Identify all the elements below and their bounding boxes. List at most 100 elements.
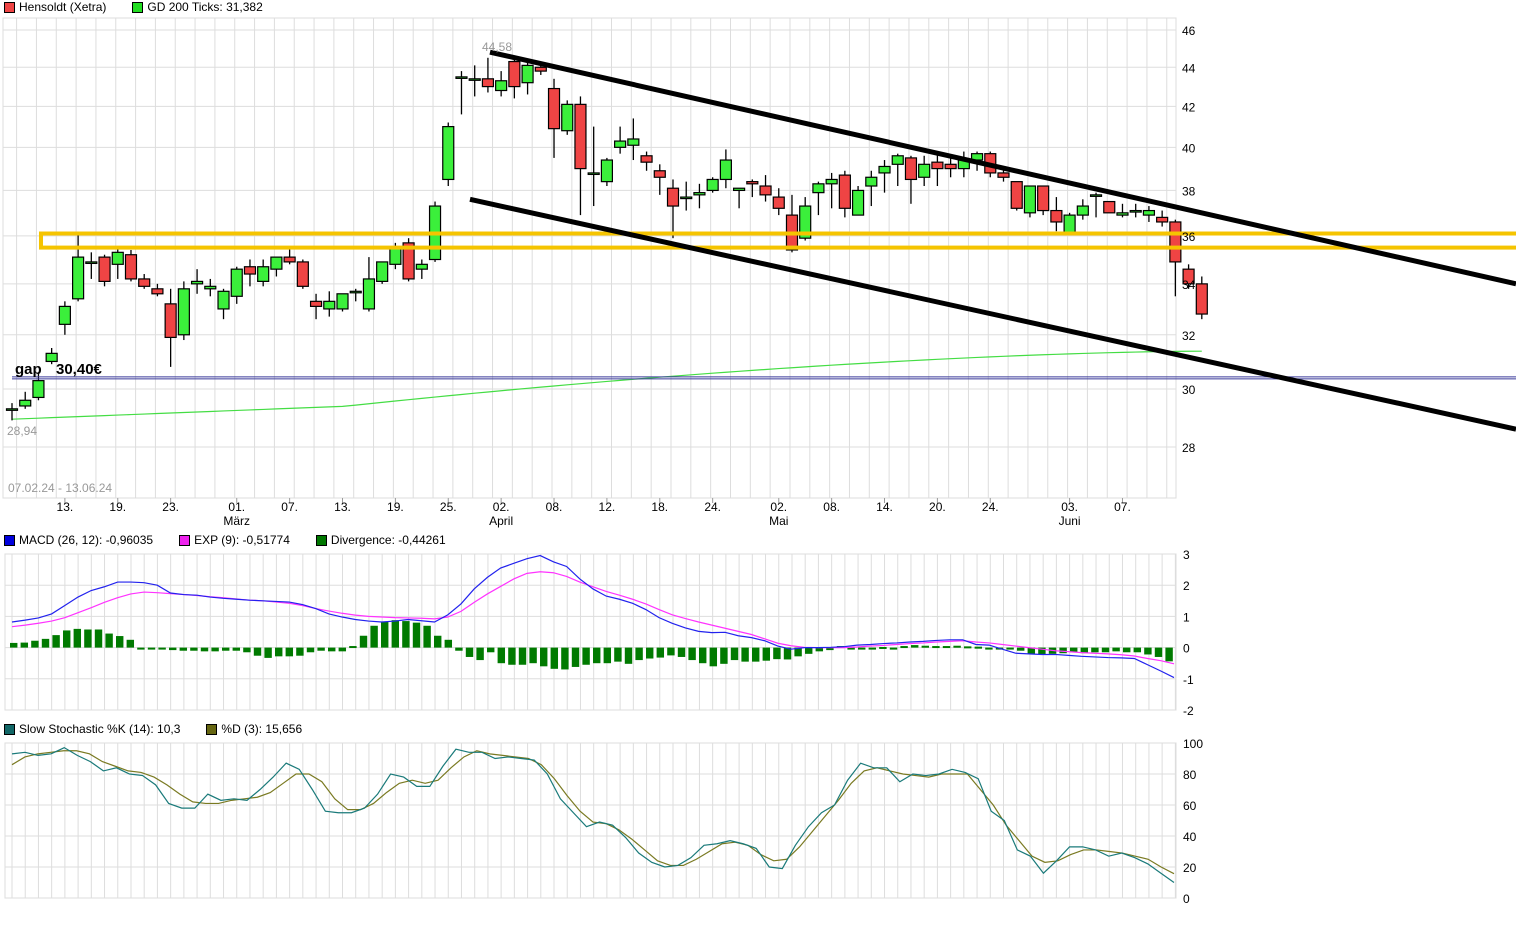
date-range-label: 07.02.24 - 13.06.24	[8, 481, 112, 495]
candle	[944, 157, 957, 178]
divergence-swatch-icon	[315, 534, 327, 546]
stoch-k-swatch-icon	[4, 723, 15, 735]
candle	[283, 247, 296, 265]
gd200-line	[11, 350, 1202, 420]
candle	[957, 151, 970, 178]
svg-text:02.: 02.	[493, 500, 510, 514]
resistance-band	[39, 231, 1516, 250]
candle	[851, 186, 865, 216]
candle	[1076, 199, 1089, 220]
candle	[574, 96, 587, 216]
candle	[98, 254, 111, 287]
svg-text:13.: 13.	[334, 500, 351, 514]
candle	[547, 78, 561, 158]
svg-text:42: 42	[1182, 100, 1196, 114]
candle	[640, 151, 653, 171]
legend-stoch-d-label: %D (3): 15,656	[221, 722, 303, 736]
legend-item-stoch-k: Slow Stochastic %K (14): 10,3	[4, 722, 180, 736]
legend-macd-label: MACD (26, 12): -0,96035	[19, 533, 154, 547]
svg-text:25.: 25.	[440, 500, 457, 514]
trendline-lower[interactable]	[469, 196, 1516, 432]
legend-price-label: Hensoldt (Xetra)	[19, 0, 107, 14]
svg-text:14.: 14.	[876, 500, 893, 514]
svg-text:0: 0	[1183, 642, 1190, 656]
candle	[680, 181, 693, 211]
candle	[296, 259, 309, 289]
candle	[772, 188, 785, 216]
svg-text:44: 44	[1182, 61, 1196, 75]
svg-text:07.: 07.	[281, 500, 298, 514]
svg-text:30: 30	[1182, 383, 1196, 397]
candle	[19, 391, 32, 409]
candle	[693, 183, 706, 209]
candle	[931, 151, 944, 187]
svg-text:07.: 07.	[1114, 500, 1131, 514]
candle	[812, 181, 825, 216]
candle	[402, 238, 415, 282]
svg-text:2: 2	[1183, 579, 1190, 593]
candle	[481, 57, 495, 93]
price-chart[interactable]: 46 44 42 40 38 36 34 32 30 28 13. 19. 23. 01.März 07. 1…	[0, 0, 1516, 530]
candle	[1195, 276, 1208, 320]
legend-divergence-label: Divergence: -0,44261	[330, 533, 446, 547]
candle	[838, 170, 851, 218]
svg-text:02.: 02.	[770, 500, 787, 514]
price-grid	[2, 17, 1177, 499]
svg-text:38: 38	[1182, 184, 1196, 198]
candle	[653, 164, 666, 195]
gap-value: 30,40€	[56, 361, 103, 378]
svg-text:46: 46	[1182, 24, 1196, 38]
candle	[759, 175, 772, 202]
macd-chart[interactable]: 3 2 1 0 -1 -2	[0, 548, 1516, 718]
legend-item-exp: EXP (9): -0,51774	[179, 533, 290, 547]
candle	[1116, 203, 1129, 218]
svg-text:100: 100	[1183, 737, 1203, 751]
candle	[825, 172, 838, 209]
main-legend: Hensoldt (Xetra) GD 200 Ticks: 31,382	[4, 0, 263, 14]
candle	[151, 283, 164, 297]
svg-text:36: 36	[1182, 230, 1196, 244]
svg-text:24.: 24.	[982, 500, 999, 514]
candle	[1023, 185, 1037, 218]
candle	[230, 266, 243, 304]
trendline-upper[interactable]	[489, 49, 1516, 287]
candle	[270, 256, 283, 277]
candle	[323, 291, 336, 317]
candle	[666, 179, 680, 239]
candle	[997, 168, 1010, 182]
candle	[71, 233, 85, 302]
svg-text:08.: 08.	[546, 500, 563, 514]
svg-text:40: 40	[1182, 141, 1196, 155]
svg-text:Juni: Juni	[1059, 514, 1081, 528]
candle	[1169, 219, 1182, 297]
candle	[177, 281, 190, 341]
svg-text:Mai: Mai	[769, 514, 788, 528]
svg-text:03.: 03.	[1061, 500, 1078, 514]
candle	[138, 274, 151, 289]
candle	[508, 55, 521, 99]
svg-text:13.: 13.	[57, 500, 74, 514]
candle	[309, 293, 323, 320]
overlays	[12, 49, 1516, 432]
candle	[614, 126, 627, 154]
legend-gd200-label: GD 200 Ticks: 31,382	[147, 0, 263, 14]
svg-text:1: 1	[1183, 610, 1190, 624]
macd-legend: MACD (26, 12): -0,96035 EXP (9): -0,5177…	[4, 533, 446, 547]
price-swatch-icon	[4, 1, 15, 13]
candle	[111, 247, 124, 279]
candle	[45, 348, 58, 365]
candle	[1050, 197, 1063, 232]
svg-text:01.: 01.	[228, 500, 245, 514]
candle	[706, 177, 719, 193]
stochastic-chart[interactable]: 100 80 60 40 20 0	[0, 737, 1516, 907]
high-label: 44,58	[482, 40, 512, 54]
legend-item-price: Hensoldt (Xetra)	[4, 0, 106, 14]
gd200-swatch-icon	[132, 1, 144, 13]
svg-text:19.: 19.	[109, 500, 126, 514]
svg-text:-1: -1	[1183, 673, 1194, 687]
svg-text:12.: 12.	[599, 500, 616, 514]
legend-item-macd: MACD (26, 12): -0,96035	[4, 533, 153, 547]
legend-stoch-k-label: Slow Stochastic %K (14): 10,3	[19, 722, 181, 736]
candle	[1156, 210, 1169, 227]
candle	[785, 194, 799, 253]
